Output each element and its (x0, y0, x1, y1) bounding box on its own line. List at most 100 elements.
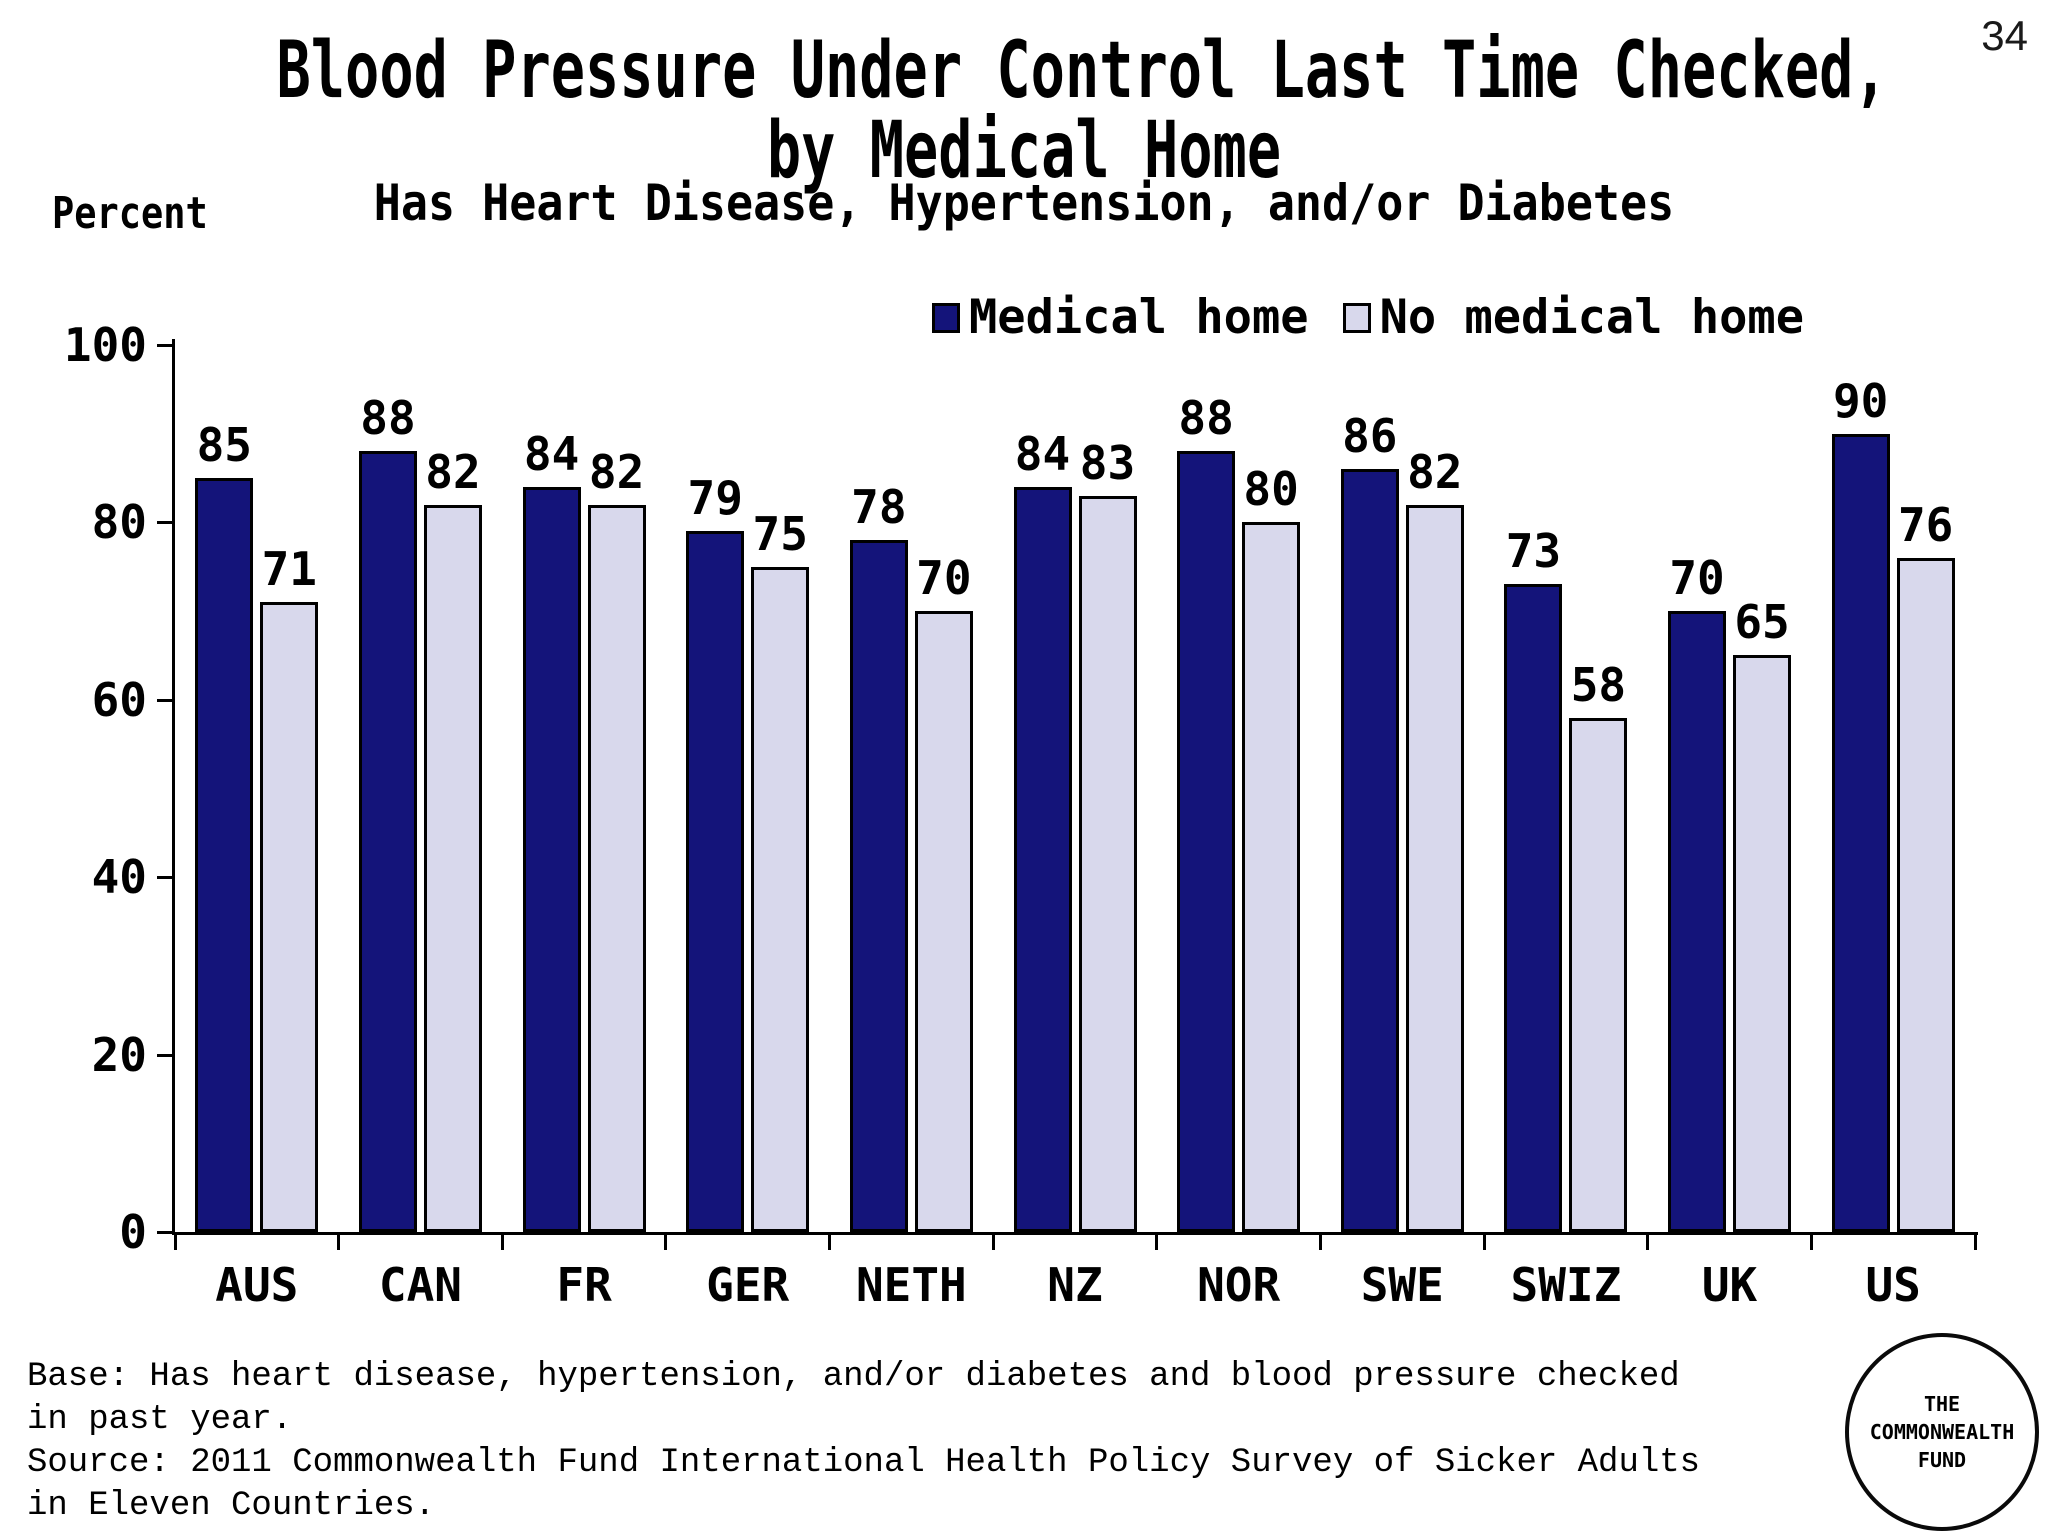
x-axis-label-UK: UK (1701, 1258, 1758, 1312)
x-axis-tick (1318, 1235, 1322, 1250)
bar-medical-home-AUS (195, 478, 254, 1232)
bar-medical-home-US (1831, 433, 1890, 1232)
bar-no-medical-home-UK (1733, 655, 1792, 1232)
bar-no-medical-home-CAN (423, 504, 482, 1232)
y-axis-tick-label: 60 (91, 672, 147, 727)
bar-no-medical-home-NOR (1242, 522, 1301, 1232)
value-label-FR-no-medical-home: 82 (588, 444, 645, 499)
value-label-US-medical-home: 90 (1832, 373, 1889, 428)
y-axis-tick-label: 100 (63, 318, 147, 372)
value-label-SWE-medical-home: 86 (1342, 409, 1398, 464)
bar-medical-home-UK (1668, 611, 1727, 1232)
value-label-GER-no-medical-home: 75 (752, 506, 808, 561)
x-axis-line (172, 1232, 1978, 1235)
value-label-AUS-medical-home: 85 (196, 418, 252, 473)
bar-no-medical-home-NZ (1078, 495, 1137, 1232)
bar-medical-home-GER (686, 531, 745, 1232)
y-axis-line (172, 339, 175, 1235)
logo-text-line2: COMMONWEALTH (1869, 1420, 2015, 1444)
value-label-NOR-no-medical-home: 80 (1243, 462, 1299, 517)
legend-item-no-medical-home: No medical home (1342, 290, 1805, 345)
chart-subtitle: Has Heart Disease, Hypertension, and/or … (373, 174, 1675, 232)
x-axis-tick (337, 1235, 341, 1250)
y-axis-tick (157, 1231, 172, 1234)
bar-medical-home-FR (522, 486, 581, 1232)
bar-no-medical-home-SWIZ (1569, 717, 1628, 1232)
bar-no-medical-home-NETH (914, 611, 973, 1232)
y-axis-tick-label: 40 (91, 850, 147, 905)
value-label-SWIZ-medical-home: 73 (1505, 524, 1562, 579)
y-axis-tick (157, 1053, 172, 1057)
legend-swatch-medical-home (932, 302, 960, 333)
value-label-NZ-medical-home: 84 (1014, 426, 1071, 481)
y-axis-tick-label: 20 (91, 1027, 147, 1082)
value-label-NETH-no-medical-home: 70 (916, 551, 972, 606)
legend-label-no-medical-home: No medical home (1379, 290, 1805, 345)
y-axis-title: Percent (52, 188, 208, 239)
logo-text-line1: THE (1923, 1392, 1961, 1416)
value-label-FR-medical-home: 84 (523, 426, 580, 481)
footnote-source: Source: 2011 Commonwealth Fund Internati… (27, 1444, 1701, 1525)
x-axis-label-GER: GER (706, 1258, 790, 1312)
y-axis-tick (157, 698, 172, 702)
value-label-GER-medical-home: 79 (687, 471, 743, 526)
x-axis-label-NETH: NETH (855, 1258, 967, 1312)
value-label-NOR-medical-home: 88 (1178, 391, 1234, 446)
chart-title-line1: Blood Pressure Under Control Last Time C… (276, 26, 1888, 116)
x-axis-label-NOR: NOR (1197, 1258, 1281, 1312)
page-number: 34 (1981, 12, 2028, 59)
bar-no-medical-home-FR (587, 504, 646, 1232)
value-label-US-no-medical-home: 76 (1897, 497, 1954, 552)
x-axis-label-AUS: AUS (215, 1258, 299, 1312)
x-axis-label-CAN: CAN (378, 1258, 462, 1312)
value-label-UK-medical-home: 70 (1669, 551, 1725, 606)
x-axis-label-NZ: NZ (1047, 1258, 1103, 1312)
x-axis-tick (1973, 1235, 1977, 1250)
x-axis-label-SWIZ: SWIZ (1510, 1258, 1622, 1312)
y-axis-tick (157, 521, 172, 525)
legend-swatch-no-medical-home (1342, 302, 1371, 333)
x-axis-label-US: US (1865, 1258, 1921, 1312)
value-label-UK-no-medical-home: 65 (1734, 595, 1790, 650)
bar-no-medical-home-US (1896, 557, 1955, 1232)
bar-no-medical-home-AUS (260, 602, 319, 1232)
value-label-NETH-medical-home: 78 (851, 480, 907, 535)
bar-no-medical-home-GER (751, 566, 810, 1232)
bar-medical-home-NZ (1013, 486, 1072, 1232)
x-axis-tick (173, 1235, 177, 1250)
chart-legend: Medical home No medical home (932, 294, 1838, 341)
x-axis-tick (991, 1235, 995, 1250)
bar-medical-home-SWIZ (1504, 584, 1563, 1232)
y-axis-tick (157, 344, 172, 347)
x-axis-tick (1482, 1235, 1486, 1250)
bar-medical-home-NOR (1177, 451, 1236, 1232)
chart-title-line2: by Medical Home (766, 106, 1282, 196)
bar-medical-home-NETH (849, 540, 908, 1232)
value-label-AUS-no-medical-home: 71 (261, 542, 317, 597)
y-axis-tick-label: 0 (119, 1205, 147, 1259)
value-label-SWE-no-medical-home: 82 (1407, 444, 1463, 499)
x-axis-tick (1646, 1235, 1650, 1250)
bar-no-medical-home-SWE (1405, 504, 1464, 1232)
logo-text-line3: FUND (1917, 1448, 1967, 1472)
x-axis-tick (500, 1235, 504, 1250)
value-label-SWIZ-no-medical-home: 58 (1570, 657, 1627, 712)
legend-label-medical-home: Medical home (969, 290, 1309, 345)
x-axis-tick (1155, 1235, 1159, 1250)
bar-medical-home-SWE (1340, 469, 1399, 1232)
x-axis-tick (664, 1235, 668, 1250)
footnote-block: Base: Has heart disease, hypertension, a… (27, 1356, 1717, 1528)
y-axis-tick (157, 876, 172, 880)
footnote-base: Base: Has heart disease, hypertension, a… (27, 1358, 1680, 1439)
value-label-CAN-medical-home: 88 (360, 391, 416, 446)
y-axis-tick-label: 80 (91, 495, 147, 550)
x-axis-tick (1809, 1235, 1813, 1250)
x-axis-label-SWE: SWE (1360, 1258, 1444, 1312)
x-axis-tick (828, 1235, 832, 1250)
value-label-NZ-no-medical-home: 83 (1079, 435, 1136, 490)
value-label-CAN-no-medical-home: 82 (425, 444, 481, 499)
commonwealth-fund-logo: THE COMMONWEALTH FUND (1845, 1333, 2039, 1531)
legend-item-medical-home: Medical home (932, 294, 1309, 341)
x-axis-label-FR: FR (556, 1258, 612, 1312)
